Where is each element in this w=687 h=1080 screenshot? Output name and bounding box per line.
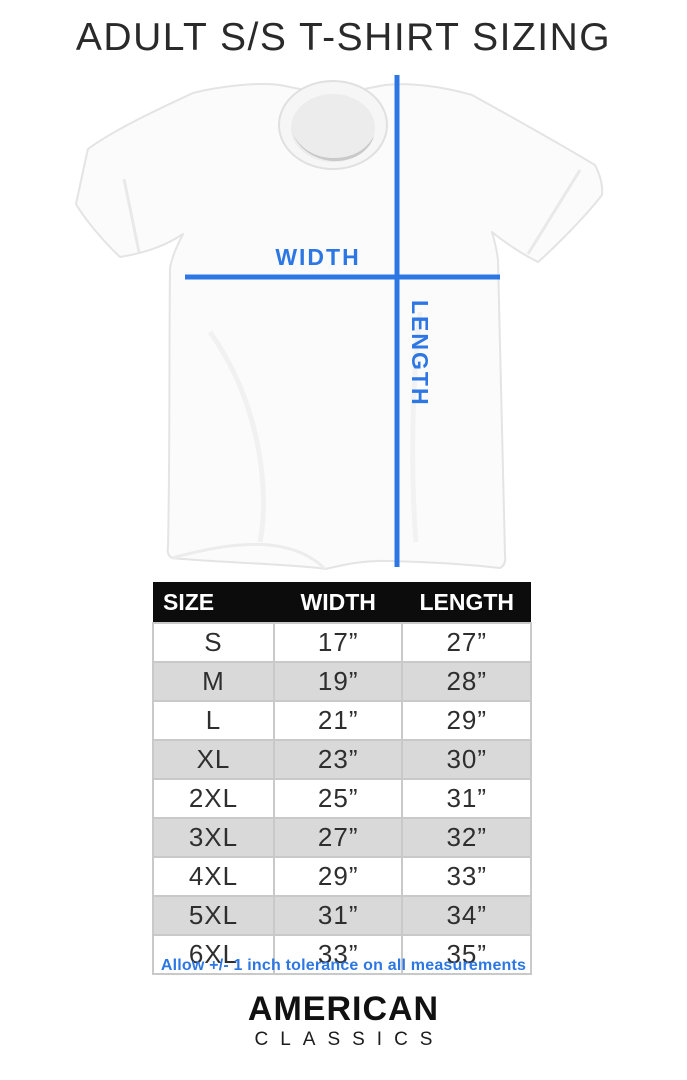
table-cell: 29” <box>272 856 404 897</box>
size-table-body: S 17” 27” M 19” 28” L 21” 29” XL 23” 30” 2XL 25” 31” 3X… <box>152 622 532 975</box>
table-row: M 19” 28” <box>152 661 532 702</box>
page-title: ADULT S/S T-SHIRT SIZING <box>75 16 612 59</box>
table-cell: 31” <box>272 895 404 936</box>
table-row: 5XL 31” 34” <box>152 895 532 936</box>
table-row: 3XL 27” 32” <box>152 817 532 858</box>
table-cell: S <box>152 622 275 663</box>
table-cell: 33” <box>272 934 404 975</box>
table-cell: 27” <box>272 817 404 858</box>
column-header-width: WIDTH <box>273 582 403 623</box>
brand-name: AMERICAN <box>247 990 440 1028</box>
table-cell: 6XL <box>152 934 275 975</box>
table-cell: 32” <box>401 817 532 858</box>
table-cell: 3XL <box>152 817 275 858</box>
column-header-size: SIZE <box>153 582 274 623</box>
column-header-length: LENGTH <box>402 582 531 623</box>
tshirt-figure: WIDTH LENGTH <box>60 72 630 577</box>
table-cell: L <box>152 700 275 741</box>
table-cell: 31” <box>401 778 532 819</box>
table-row: S 17” 27” <box>152 622 532 663</box>
table-cell: 28” <box>401 661 532 702</box>
brand-subname: CLASSICS <box>254 1028 445 1050</box>
table-cell: 27” <box>401 622 532 663</box>
collar <box>278 80 388 170</box>
table-row: XL 23” 30” <box>152 739 532 780</box>
table-cell: 2XL <box>152 778 275 819</box>
brand-logo: AMERICAN CLASSICS <box>0 990 687 1050</box>
table-header-row: SIZE WIDTH LENGTH <box>153 582 531 623</box>
table-cell: 17” <box>272 622 404 663</box>
table-cell: 29” <box>401 700 532 741</box>
left-sleeve-seam <box>122 178 141 253</box>
size-table: SIZE WIDTH LENGTH S 17” 27” M 19” 28” L 21” 29” X… <box>152 582 532 975</box>
table-row: 6XL 33” 35” <box>152 934 532 975</box>
table-row: 2XL 25” 31” <box>152 778 532 819</box>
length-label: LENGTH <box>407 300 433 407</box>
table-cell: 35” <box>401 934 532 975</box>
table-cell: XL <box>152 739 275 780</box>
tolerance-note: Allow +/- 1 inch tolerance on all measur… <box>160 957 527 974</box>
table-cell: 4XL <box>152 856 275 897</box>
tshirt-diagram: WIDTH LENGTH <box>75 75 604 571</box>
table-cell: 21” <box>272 700 404 741</box>
table-cell: 25” <box>272 778 404 819</box>
table-cell: 30” <box>401 739 532 780</box>
table-cell: 5XL <box>152 895 275 936</box>
table-cell: 33” <box>401 856 532 897</box>
table-cell: M <box>152 661 275 702</box>
width-label: WIDTH <box>275 244 360 270</box>
table-row: L 21” 29” <box>152 700 532 741</box>
table-cell: 19” <box>272 661 404 702</box>
tshirt-graphic <box>75 80 604 571</box>
table-cell: 34” <box>401 895 532 936</box>
table-cell: 23” <box>272 739 404 780</box>
table-row: 4XL 29” 33” <box>152 856 532 897</box>
right-sleeve-seam <box>526 169 582 255</box>
